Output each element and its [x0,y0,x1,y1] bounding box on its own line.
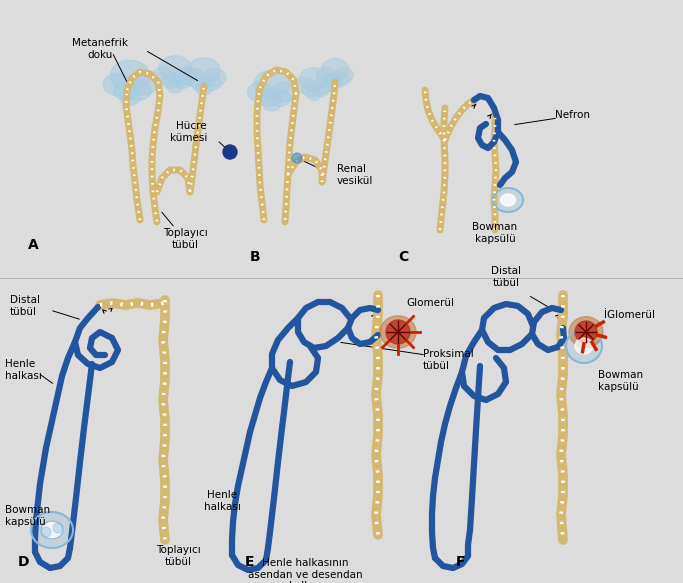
Text: Nefron: Nefron [555,110,590,120]
Ellipse shape [129,73,157,95]
Ellipse shape [501,194,516,206]
Ellipse shape [311,83,329,97]
Text: Henle halkasının
asendan ve desendan
kolları: Henle halkasının asendan ve desendan kol… [248,558,362,583]
Ellipse shape [159,56,191,81]
Ellipse shape [41,521,63,539]
Ellipse shape [575,338,593,354]
Text: Hücre
kümesi: Hücre kümesi [169,121,207,143]
Text: A: A [28,238,39,252]
Text: C: C [398,250,408,264]
Circle shape [386,320,410,344]
Text: Glomerül: Glomerül [406,298,454,308]
Ellipse shape [201,75,221,90]
Ellipse shape [110,60,150,91]
Ellipse shape [324,73,340,86]
Ellipse shape [302,83,320,97]
Ellipse shape [307,89,321,100]
Ellipse shape [380,316,416,348]
Text: İGlomerül: İGlomerül [604,310,655,320]
Ellipse shape [269,90,291,107]
Text: F: F [456,555,466,569]
Circle shape [41,527,51,537]
Ellipse shape [103,73,130,95]
Text: Distal
tübül: Distal tübül [491,266,521,288]
Circle shape [223,145,237,159]
Ellipse shape [493,188,523,212]
Ellipse shape [153,67,176,85]
Text: Metanefrik
doku: Metanefrik doku [72,38,128,59]
Text: Toplayıcı
tübül: Toplayıcı tübül [163,228,208,250]
Text: Henle
halkası: Henle halkası [5,359,42,381]
Text: Distal
tübül: Distal tübül [10,295,40,317]
Ellipse shape [566,329,602,363]
Ellipse shape [569,317,603,347]
Text: E: E [245,555,255,569]
Ellipse shape [182,69,204,86]
Ellipse shape [333,73,349,86]
Ellipse shape [257,90,279,107]
Ellipse shape [316,68,335,82]
Ellipse shape [335,68,353,82]
Ellipse shape [173,73,192,89]
Text: Bowman
kapsülü: Bowman kapsülü [5,505,50,526]
Ellipse shape [247,82,273,102]
Ellipse shape [300,68,329,90]
Ellipse shape [191,75,210,90]
Ellipse shape [167,80,183,93]
Text: Bowman
kapsülü: Bowman kapsülü [598,370,643,392]
Text: Bowman
kapsülü: Bowman kapsülü [473,222,518,244]
Ellipse shape [254,70,290,98]
Ellipse shape [188,58,220,83]
Circle shape [53,523,63,533]
Ellipse shape [196,82,212,94]
Ellipse shape [162,73,181,89]
Text: Henle
halkası: Henle halkası [204,490,240,512]
Ellipse shape [271,82,296,102]
Text: Proksimal
tübül: Proksimal tübül [423,349,474,371]
Ellipse shape [204,69,226,86]
Ellipse shape [263,97,281,111]
Ellipse shape [120,90,140,106]
Text: B: B [250,250,261,264]
Ellipse shape [294,78,314,93]
Ellipse shape [127,82,151,100]
Text: D: D [18,555,29,569]
Circle shape [575,321,597,343]
Text: Renal
vesikül: Renal vesikül [337,164,374,186]
Circle shape [292,153,302,163]
Ellipse shape [174,67,197,85]
Ellipse shape [114,82,137,100]
Ellipse shape [31,512,73,548]
Ellipse shape [313,78,334,93]
Ellipse shape [322,58,348,79]
Text: Toplayıcı
tübül: Toplayıcı tübül [156,545,200,567]
Ellipse shape [329,79,342,89]
